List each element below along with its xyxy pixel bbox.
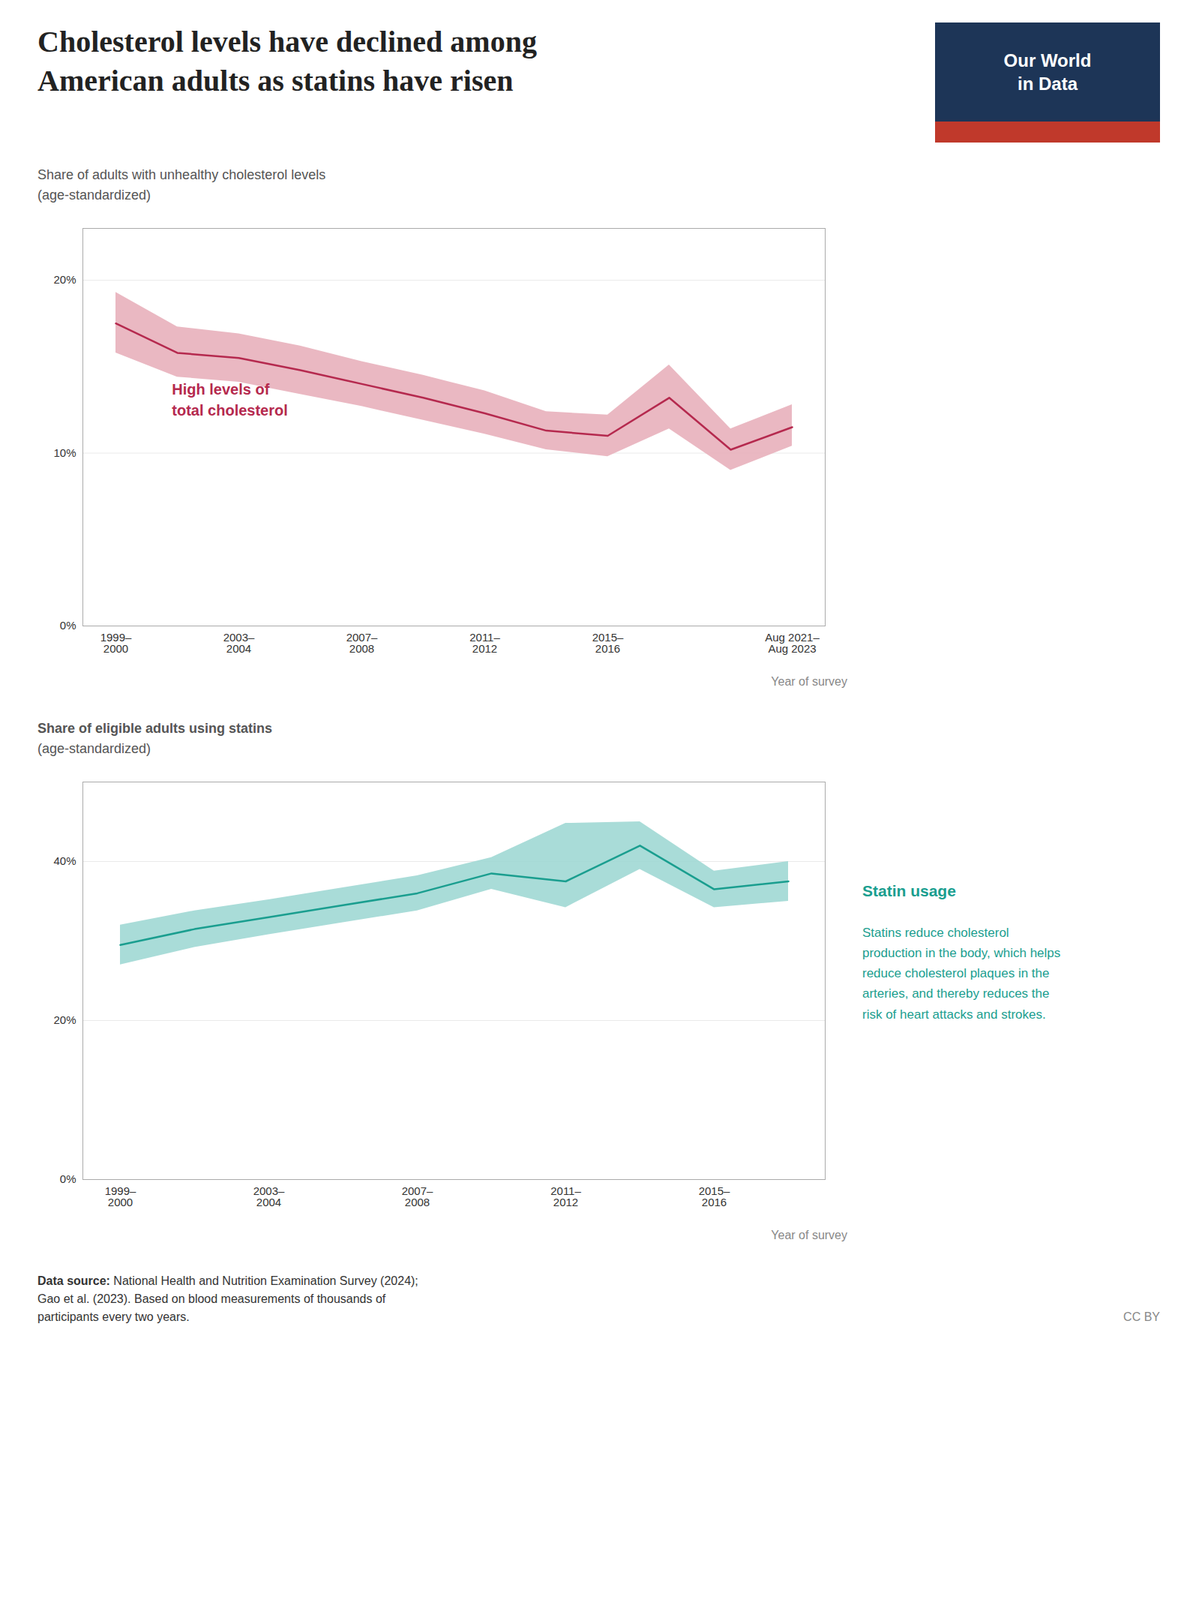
svg-text:2015–2016: 2015–2016 [698,1184,731,1208]
svg-text:2007–2008: 2007–2008 [346,630,378,655]
svg-text:0%: 0% [59,618,77,632]
svg-text:2003–2004: 2003–2004 [223,630,255,655]
html-text:Statin usage: Statin usage [862,881,956,899]
svg-text:1999–2000: 1999–2000 [104,1184,137,1208]
svg-text:40%: 40% [53,854,76,867]
svg-text:2011–2012: 2011–2012 [469,630,501,655]
html-text:Cholesterol levels have declin: Cholesterol levels have declined among A… [37,24,537,98]
html-text:Year of survey: Year of survey [771,1228,848,1241]
svg-text:2003–2004: 2003–2004 [253,1184,285,1208]
svg-text:2007–2008: 2007–2008 [401,1184,434,1208]
html-text:Share of adults with unhealthy: Share of adults with unhealthy cholester… [37,167,326,183]
svg-text:2015–2016: 2015–2016 [592,630,624,655]
svg-text:1999–2000: 1999–2000 [100,630,132,655]
svg-text:2011–2012: 2011–2012 [550,1184,582,1208]
svg-text:0%: 0% [59,1172,77,1185]
html-text:Statins reduce cholesterol pro: Statins reduce cholesterol production in… [862,925,1061,1021]
html-text:(age-standardized): (age-standardized) [37,187,151,203]
html-text:Share of eligible adults using: Share of eligible adults using statins [37,720,273,736]
html-text:in Data: in Data [1017,73,1078,94]
svg-text:Aug 2021–Aug 2023: Aug 2021–Aug 2023 [764,630,820,655]
svg-text:High levels oftotal cholestero: High levels oftotal cholesterol [171,380,288,419]
svg-text:20%: 20% [53,1013,76,1026]
html-text:CC BY: CC BY [1123,1309,1161,1323]
html-text:(age-standardized): (age-standardized) [37,740,151,756]
svg-text:10%: 10% [53,446,76,459]
html-text:Data source: National Health a: Data source: National Health and Nutriti… [37,1273,419,1323]
svg-text:20%: 20% [53,272,76,286]
html-text:Our World: Our World [1003,50,1092,71]
html-text:Year of survey: Year of survey [771,674,848,688]
